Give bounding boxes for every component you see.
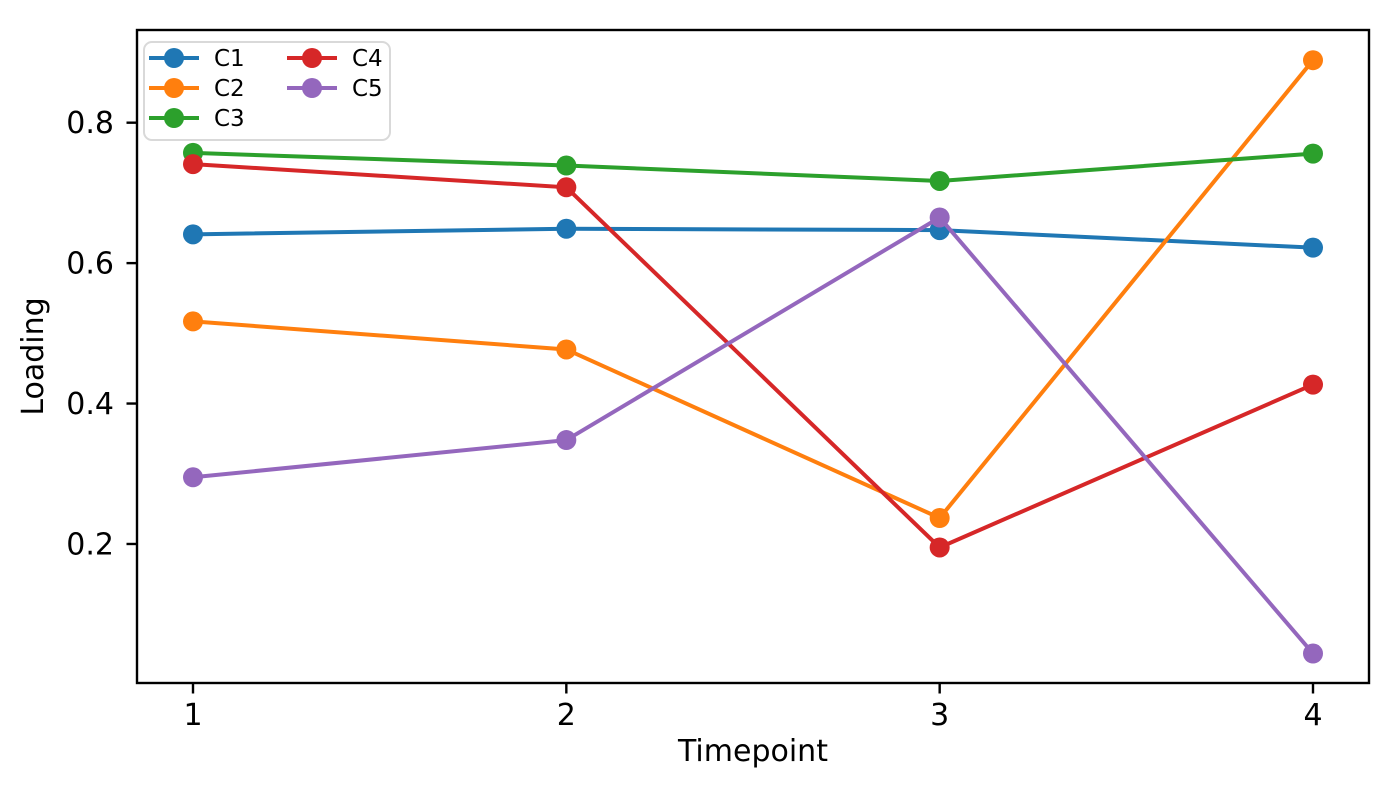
series-line-C2 [192, 58, 1315, 521]
legend-label-C3: C3 [214, 106, 245, 132]
y-tick-label: 0.4 [66, 387, 114, 422]
data-point-C3-t3 [929, 170, 950, 191]
data-point-C2-t2 [556, 339, 577, 360]
legend-label-C5: C5 [352, 76, 383, 102]
data-point-C5-t4 [1303, 643, 1323, 664]
x-tick-label: 3 [930, 698, 949, 733]
data-point-C5-t1 [183, 467, 203, 488]
y-tick-label: 0.8 [66, 106, 114, 141]
data-point-C3-t4 [1303, 143, 1323, 164]
y-axis-label: Loading [16, 297, 51, 415]
legend-marker-C4 [302, 48, 322, 68]
data-point-C2-t4 [1303, 50, 1323, 71]
x-tick-label: 2 [557, 698, 576, 733]
legend-marker-C3 [164, 108, 184, 128]
data-point-C4-t2 [556, 177, 577, 198]
data-point-C1-t1 [183, 224, 203, 245]
series-line-C3 [192, 150, 1314, 183]
plot-border [135, 28, 1371, 685]
x-axis-label: Timepoint [677, 734, 828, 769]
data-point-C1-t4 [1303, 237, 1323, 258]
legend-marker-C1 [164, 48, 184, 68]
y-tick-label: 0.2 [66, 527, 114, 562]
data-point-C3-t2 [556, 155, 577, 176]
series-line-C1 [192, 226, 1314, 250]
data-point-C2-t3 [929, 507, 950, 528]
legend-frame [143, 41, 391, 141]
legend-label-C2: C2 [214, 76, 245, 102]
data-point-C5-t3 [929, 207, 950, 228]
legend-label-C1: C1 [214, 46, 245, 72]
x-tick-label: 4 [1303, 698, 1322, 733]
series-line-C4 [192, 162, 1314, 550]
y-tick-label: 0.6 [66, 247, 114, 282]
legend-label-C4: C4 [352, 46, 383, 72]
data-point-C1-t2 [556, 218, 577, 239]
data-point-C2-t1 [183, 311, 203, 332]
data-point-C4-t4 [1303, 374, 1323, 395]
data-point-C5-t2 [556, 430, 577, 451]
data-point-C4-t3 [929, 537, 950, 558]
legend-marker-C2 [164, 78, 184, 98]
legend: C1 C2 C3 C4 C5 [143, 41, 391, 141]
legend-marker-C5 [302, 78, 322, 98]
data-point-C4-t1 [183, 154, 203, 175]
series-line-C5 [192, 214, 1315, 655]
x-tick-label: 1 [183, 698, 202, 733]
